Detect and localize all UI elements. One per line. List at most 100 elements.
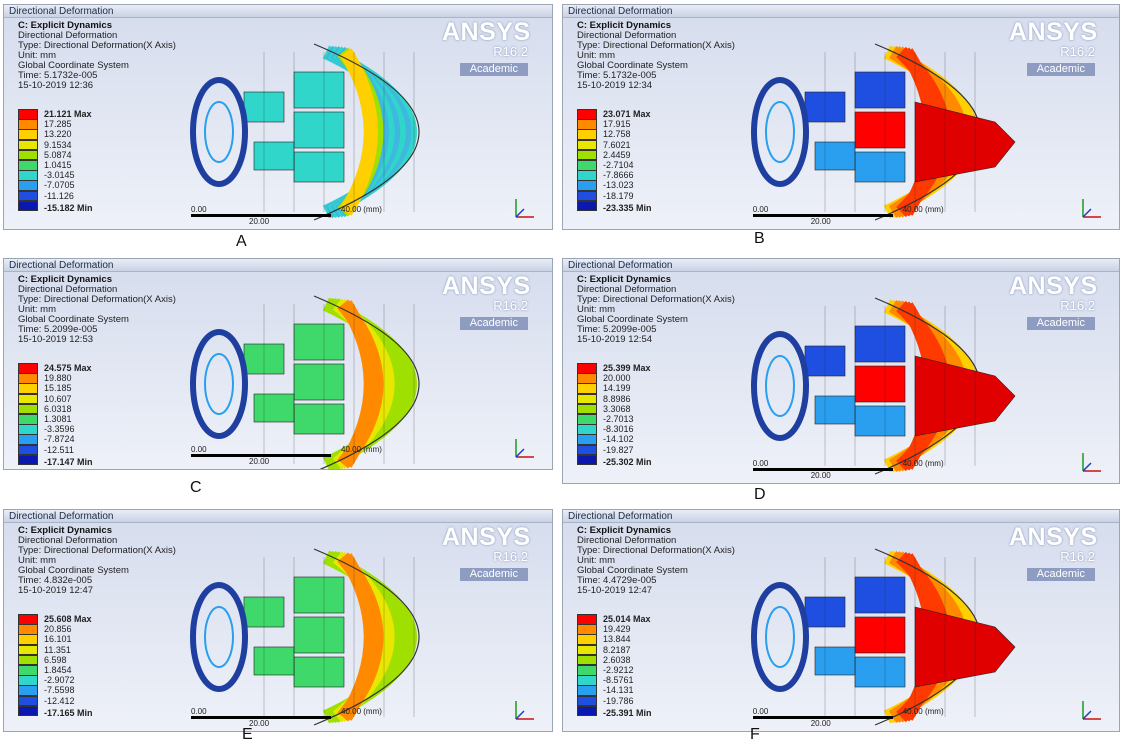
brand-name: ANSYS [442, 272, 531, 300]
triad[interactable] [1073, 697, 1109, 723]
triad[interactable] [1073, 449, 1109, 475]
scale-end-label: 40.00 (mm) [902, 707, 944, 716]
model-viewport[interactable] [164, 32, 524, 230]
legend-swatch [18, 414, 38, 425]
mesh-patch [854, 616, 906, 654]
info-line: C: Explicit Dynamics [577, 274, 671, 285]
legend-swatch [18, 363, 38, 374]
model-viewport[interactable] [725, 537, 1085, 732]
scale-mid-label: 20.00 [810, 217, 831, 226]
scale-bar-line [191, 454, 331, 457]
info-line: Directional Deformation [18, 284, 118, 295]
info-line: Time: 4.4729e-005 [577, 575, 657, 586]
legend-swatch [577, 170, 597, 181]
scale-end-label: 40.00 (mm) [341, 707, 382, 716]
info-line: 15-10-2019 12:34 [577, 80, 653, 91]
model-viewport[interactable] [725, 286, 1085, 484]
result-info: C: Explicit Dynamics Directional Deformat… [18, 21, 176, 91]
legend-value: -3.0145 [44, 170, 75, 181]
legend-swatch [577, 160, 597, 171]
legend-value: 6.598 [44, 654, 67, 665]
legend-value: 2.4459 [603, 149, 631, 160]
deformation-model-view[interactable] [164, 284, 524, 470]
subfigure-label: E [242, 726, 253, 743]
triad-axes-icon[interactable] [1073, 195, 1109, 221]
legend-value: -2.9212 [603, 665, 634, 675]
info-line: Type: Directional Deformation(X Axis) [577, 294, 735, 305]
result-panel: Directional Deformation C: Explicit Dynam… [3, 509, 553, 732]
deformation-model-view[interactable] [725, 286, 1085, 484]
info-line: Unit: mm [577, 50, 615, 61]
legend-swatch [577, 373, 597, 384]
scale-bar: 0.00 20.00 40.00 (mm) [191, 445, 401, 466]
legend-value: 6.0318 [44, 403, 72, 414]
legend-value: -12.511 [44, 444, 74, 455]
legend-value: 17.915 [603, 119, 631, 130]
legend-swatch [577, 414, 597, 425]
legend-swatch [18, 109, 38, 120]
deformation-model-view[interactable] [725, 32, 1085, 230]
legend-swatch [577, 109, 597, 120]
legend-value: 19.880 [44, 373, 72, 384]
model-viewport[interactable] [164, 537, 524, 732]
triad-axes-icon[interactable] [506, 195, 542, 221]
scale-end-label: 40.00 (mm) [902, 205, 944, 214]
legend-swatch [18, 644, 38, 656]
legend-value: -11.126 [44, 190, 74, 201]
mesh-patch [854, 111, 906, 149]
brand-edition: Academic [1026, 568, 1095, 581]
legend-value: -8.5761 [603, 675, 634, 686]
deformation-model-view[interactable] [164, 537, 524, 732]
legend-swatch [18, 373, 38, 384]
legend-value: -23.335 Min [603, 202, 652, 213]
info-line: Global Coordinate System [577, 565, 688, 576]
legend-swatch [577, 685, 597, 697]
result-info: C: Explicit Dynamics Directional Deformat… [577, 21, 735, 91]
legend-value: -7.8724 [44, 434, 75, 445]
legend-swatch [18, 444, 38, 456]
info-line: Unit: mm [18, 304, 56, 315]
result-panel: Directional Deformation C: Explicit Dynam… [562, 4, 1120, 230]
ansys-logo: ANSYS R16.2 Academic [442, 19, 530, 77]
mesh-patch [253, 646, 294, 676]
brand-name: ANSYS [1009, 18, 1098, 46]
scale-start-label: 0.00 [752, 707, 769, 716]
info-line: 15-10-2019 12:47 [18, 585, 94, 596]
scale-mid-label: 20.00 [810, 719, 831, 728]
info-line: Global Coordinate System [577, 60, 688, 71]
legend-value: 23.071 Max [603, 109, 651, 119]
model-viewport[interactable] [725, 32, 1085, 230]
mesh-patch [854, 405, 906, 437]
legend-swatch [577, 119, 597, 130]
triad-axes-icon[interactable] [1073, 449, 1109, 475]
info-line: 15-10-2019 12:53 [18, 334, 94, 345]
triad-axes-icon[interactable] [1073, 697, 1109, 723]
triad[interactable] [506, 697, 542, 723]
triad[interactable] [506, 435, 542, 461]
triad[interactable] [1073, 195, 1109, 221]
legend-value: -7.8666 [603, 170, 634, 181]
ansys-logo: ANSYS R16.2 Academic [1009, 18, 1098, 77]
model-viewport[interactable] [164, 284, 524, 470]
triad-axes-icon[interactable] [506, 697, 542, 723]
mesh-patch [293, 616, 344, 654]
legend-swatch [18, 139, 38, 151]
result-info: C: Explicit Dynamics Directional Deformat… [577, 275, 735, 345]
mesh-patch [293, 71, 344, 109]
scale-start-label: 0.00 [752, 205, 769, 214]
info-line: Type: Directional Deformation(X Axis) [577, 40, 735, 51]
triad-axes-icon[interactable] [506, 435, 542, 461]
legend-value: -12.412 [44, 695, 75, 706]
brand-edition: Academic [459, 568, 528, 581]
end-ring [750, 331, 809, 442]
triad[interactable] [506, 195, 542, 221]
legend-value: -7.0705 [44, 180, 75, 191]
scale-bar: 0.00 20.00 40.00 (mm) [191, 707, 401, 728]
legend-value: 9.1534 [44, 139, 72, 150]
legend-swatch [18, 695, 38, 707]
info-line: C: Explicit Dynamics [18, 20, 112, 31]
deformation-model-view[interactable] [164, 32, 524, 230]
scale-bar: 0.00 20.00 40.00 (mm) [752, 459, 963, 480]
deformation-model-view[interactable] [725, 537, 1085, 732]
legend-value: 13.220 [44, 129, 72, 140]
